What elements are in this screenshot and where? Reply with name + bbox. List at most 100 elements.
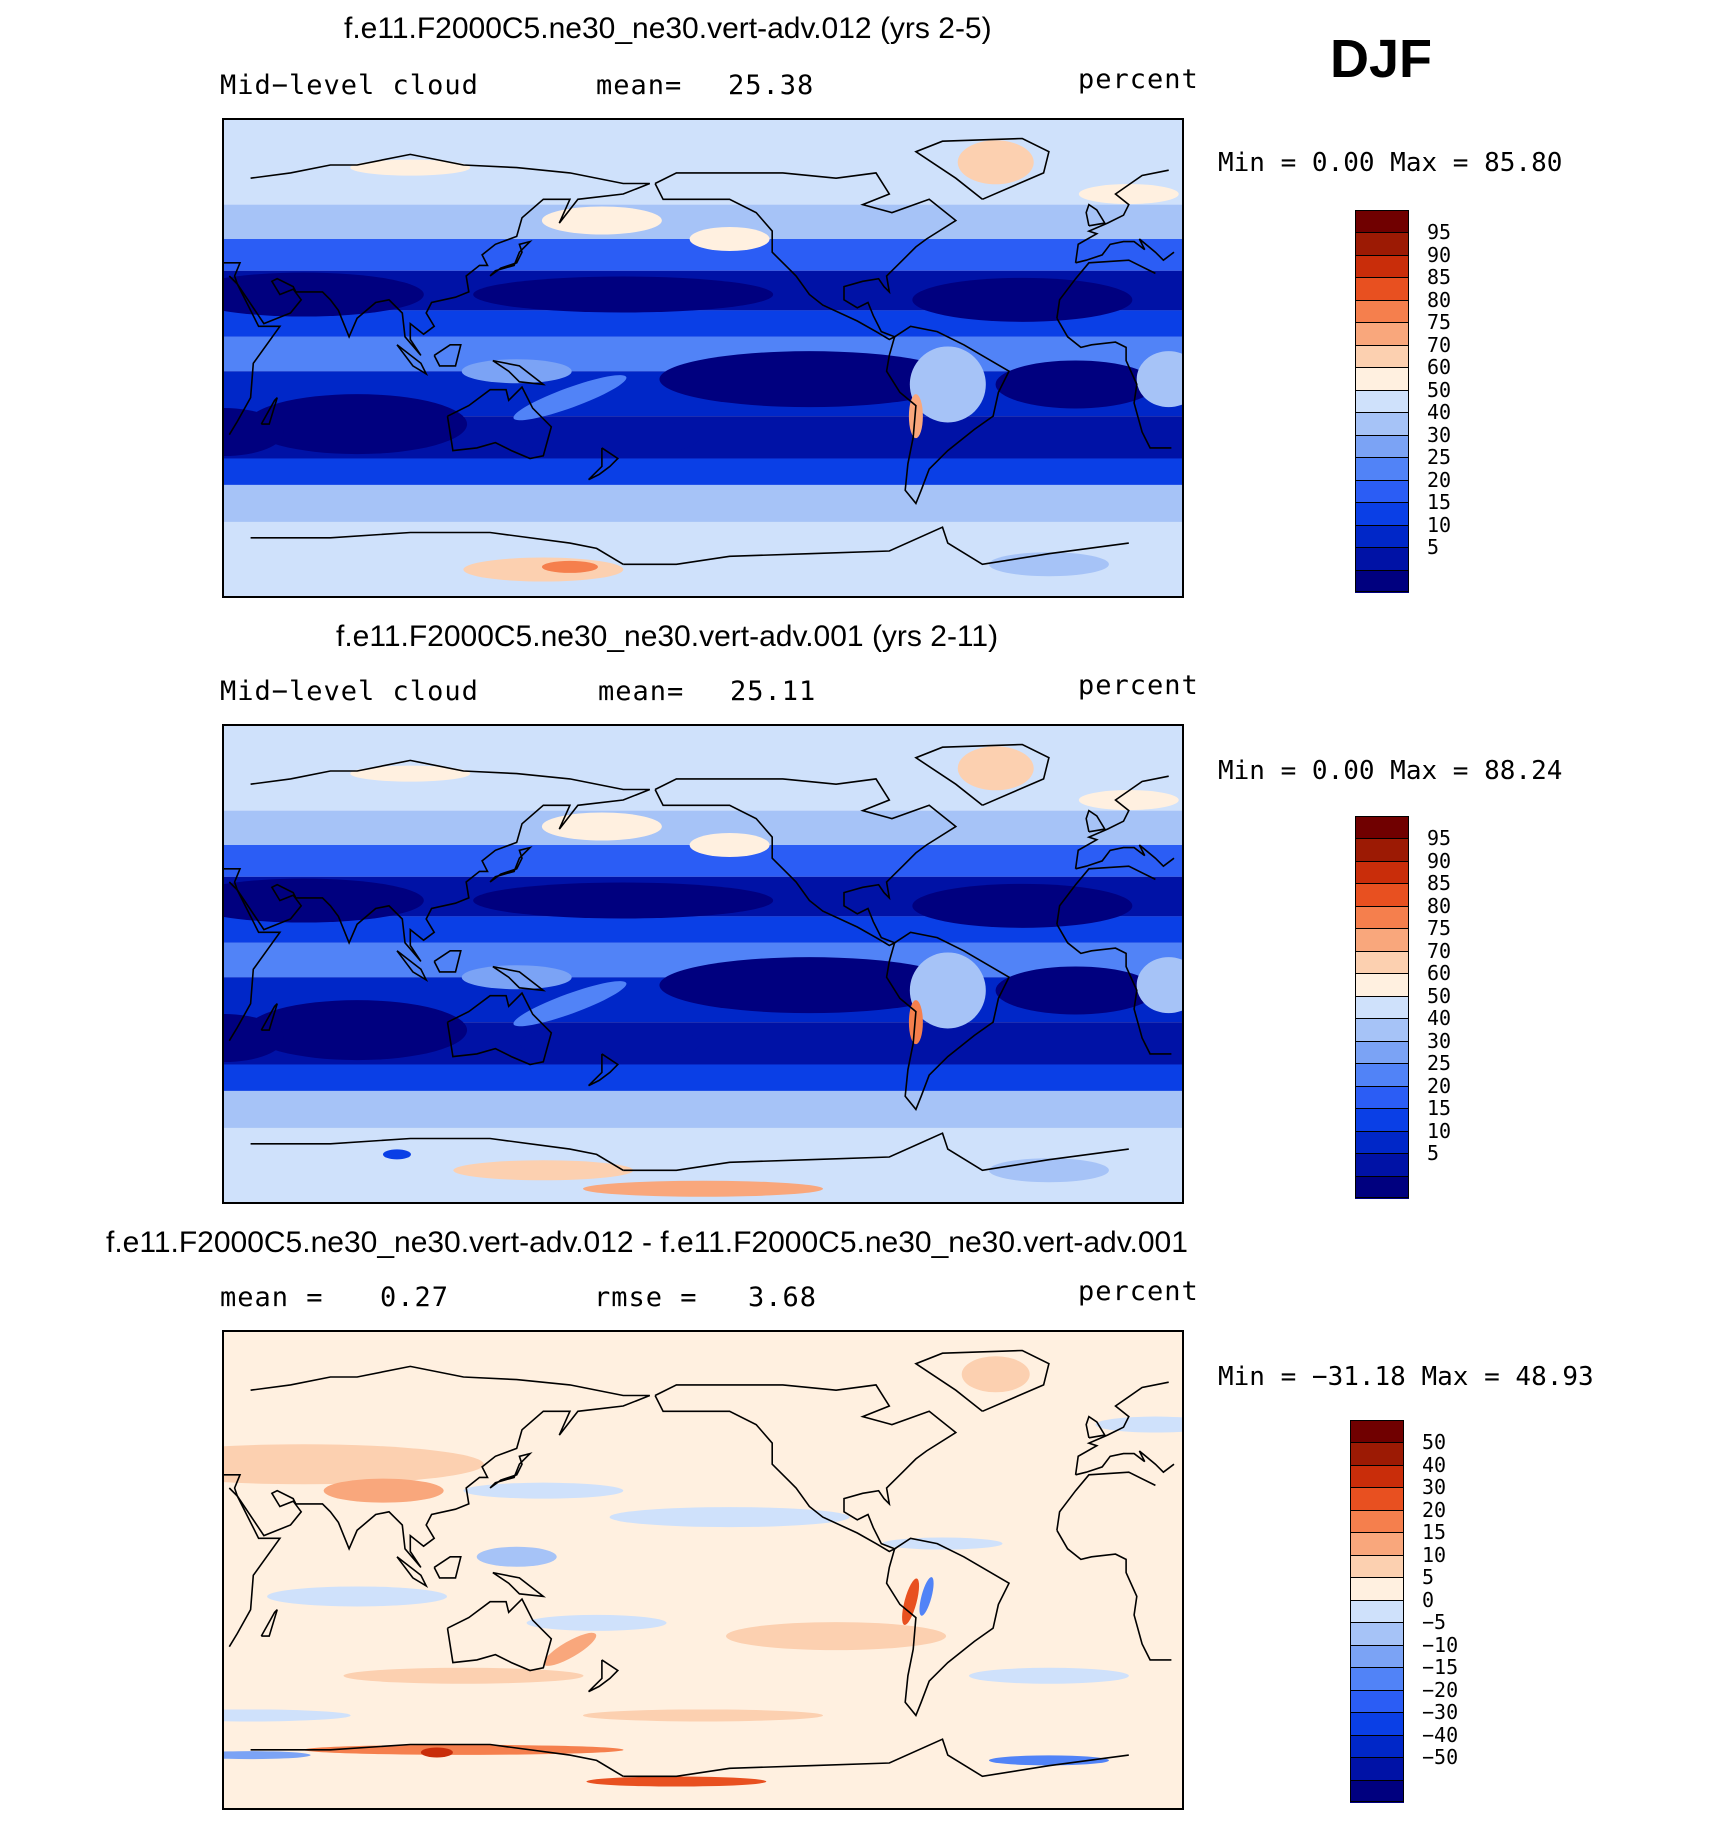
- panel-3-mean-label: mean =: [220, 1282, 324, 1313]
- colorbar-tick-label: −30: [1422, 1700, 1459, 1725]
- blob-ant-blue: [382, 1149, 411, 1160]
- colorbar-swatch: [1355, 344, 1409, 369]
- colorbar-tick-label: 85: [1427, 265, 1452, 290]
- blob-aleutian: [541, 812, 662, 841]
- diff-ant-east: [224, 1751, 311, 1760]
- diff-patch: [961, 1356, 1030, 1393]
- colorbar-tick-label: 15: [1422, 1520, 1447, 1545]
- colorbar-tick-label: 50: [1427, 377, 1452, 402]
- blob-natl-subtrop: [912, 277, 1133, 322]
- blob-satl: [995, 360, 1156, 409]
- coastline-madagascar: [260, 1003, 278, 1031]
- panel-1-variable-label: Mid−level cloud: [220, 70, 479, 101]
- colorbar-tick-label: 15: [1427, 490, 1452, 515]
- coastline-eurasia: [224, 1365, 651, 1568]
- coastline-samerica: [885, 325, 1011, 505]
- colorbar-tick-label: 40: [1422, 1452, 1447, 1477]
- panel-3-colorbar: 50 40 30 20 15 10 5 0 −5 −10 −15 −20 −30 −40 −50: [1350, 1420, 1458, 1803]
- coastline-eurasia: [224, 153, 651, 356]
- colorbar-border: [1355, 210, 1409, 592]
- blob-maritime: [461, 359, 572, 384]
- panel-2-units: percent: [1078, 670, 1199, 701]
- coastline-nz: [588, 1053, 620, 1087]
- coastline-japan: [489, 846, 533, 883]
- coastline-samerica: [885, 1537, 1011, 1717]
- coastline-eurasia: [1075, 238, 1175, 264]
- panel-1-title: f.e11.F2000C5.ne30_ne30.vert-adv.012 (yr…: [344, 12, 992, 45]
- diff-patch: [583, 1709, 823, 1722]
- colorbar-tick-label: 75: [1427, 310, 1452, 335]
- colorbar-tick-label: 90: [1427, 242, 1452, 267]
- blob-europe: [1078, 790, 1179, 811]
- colorbar-tick-label: 70: [1427, 332, 1452, 357]
- panel-1-mean-label: mean=: [596, 70, 683, 101]
- coastline-eurasia: [1074, 1381, 1169, 1475]
- colorbar-swatch: [1350, 1464, 1404, 1489]
- blob-greenland: [957, 140, 1034, 185]
- coastline-madagascar: [260, 397, 278, 425]
- colorbar-swatch: [1350, 1689, 1404, 1714]
- colorbar-swatch: [1355, 905, 1409, 930]
- diff-ant-core: [420, 1747, 453, 1758]
- colorbar-swatch: [1355, 524, 1409, 549]
- diff-patch: [224, 1444, 484, 1485]
- blob-sio: [247, 394, 468, 455]
- colorbar-swatch: [1350, 1442, 1404, 1466]
- panel-2-title: f.e11.F2000C5.ne30_ne30.vert-adv.001 (yr…: [336, 620, 999, 653]
- colorbar-tick-label: 5: [1422, 1565, 1435, 1590]
- panel-1-minmax: Min = 0.00 Max = 85.80: [1218, 148, 1563, 178]
- blob-siberia: [350, 765, 471, 782]
- colorbar-swatch: [1355, 367, 1409, 391]
- colorbar-tick-label: 50: [1422, 1430, 1447, 1455]
- colorbar-tick-label: 30: [1427, 1028, 1452, 1053]
- diff-patch: [526, 1614, 667, 1631]
- colorbar-swatch: [1355, 434, 1409, 459]
- panel-3-units: percent: [1078, 1276, 1199, 1307]
- panel-2-mean-value: 25.11: [730, 676, 817, 707]
- coastline-antarctica: [250, 1137, 624, 1171]
- colorbar-border: [1355, 816, 1409, 1198]
- coastline-australia: [446, 991, 553, 1066]
- diff-andes-neg: [919, 1577, 934, 1616]
- colorbar-tick-label: 60: [1427, 355, 1452, 380]
- coastline-sumatra: [396, 344, 429, 377]
- colorbar-tick-label: 60: [1427, 961, 1452, 986]
- colorbar-swatch: [1350, 1712, 1404, 1736]
- colorbar-tick-label: 30: [1422, 1475, 1447, 1500]
- colorbar-swatch: [1350, 1757, 1404, 1781]
- colorbar-tick-label: 80: [1427, 287, 1452, 312]
- diff-patch: [726, 1622, 947, 1651]
- colorbar-tick-label: 20: [1422, 1497, 1447, 1522]
- coastline-africa: [1056, 865, 1156, 925]
- coastline-africa: [1056, 923, 1172, 1055]
- colorbar-swatch: [1350, 1532, 1404, 1556]
- blob-andes: [908, 1000, 923, 1045]
- colorbar-tick-label: 0: [1422, 1587, 1435, 1612]
- colorbar-swatch: [1355, 254, 1409, 279]
- colorbar-tick-label: 90: [1427, 848, 1452, 873]
- coastline-eurasia: [1074, 169, 1169, 263]
- blob-aleutian: [541, 206, 662, 235]
- blob-spac-w: [519, 1023, 700, 1064]
- blob-sio: [247, 1000, 468, 1061]
- blob-amazon: [909, 346, 986, 423]
- coastline-ng: [492, 359, 547, 386]
- coastline-uk: [1085, 1415, 1107, 1439]
- colorbar-swatch: [1355, 389, 1409, 414]
- coastline-greenland: [914, 137, 1050, 201]
- diff-patch: [968, 1667, 1129, 1684]
- colorbar-swatch: [1355, 502, 1409, 526]
- colorbar-swatch: [1355, 838, 1409, 862]
- coastline-antarctica: [623, 1132, 1129, 1172]
- colorbar-swatch: [1355, 1153, 1409, 1177]
- colorbar-swatch: [1355, 950, 1409, 975]
- panel-3-rmse-label: rmse =: [594, 1282, 698, 1313]
- blob-npac-subtrop: [473, 276, 774, 313]
- colorbar-swatch: [1355, 1175, 1409, 1199]
- coastline-namerica: [654, 778, 958, 947]
- colorbar-swatch: [1355, 479, 1409, 504]
- coastline-africa: [1056, 259, 1156, 319]
- coastline-sumatra: [396, 1556, 429, 1589]
- colorbar-swatch: [1350, 1487, 1404, 1511]
- colorbar-tick-label: 25: [1427, 1051, 1452, 1076]
